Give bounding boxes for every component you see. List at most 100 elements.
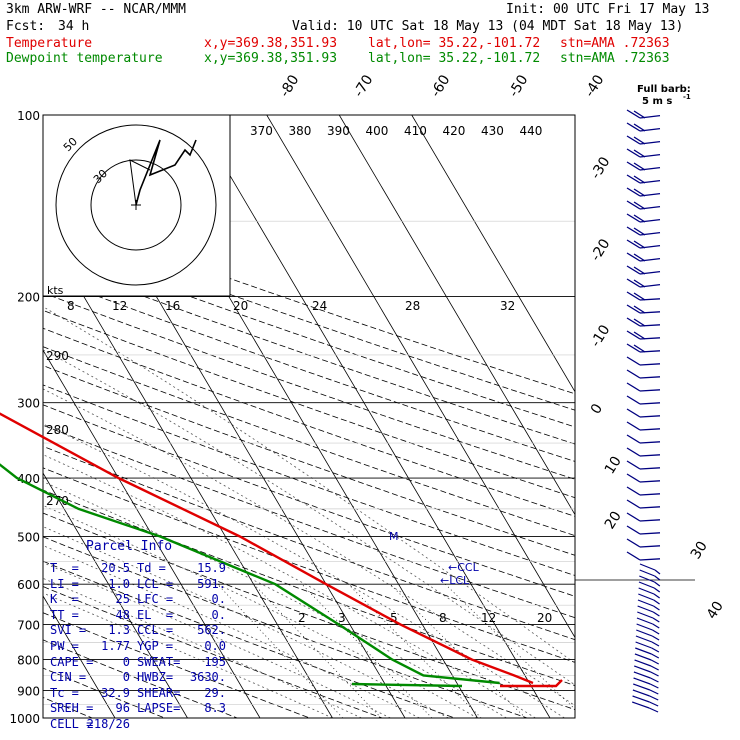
wind-barb (639, 311, 661, 314)
wind-barb (633, 292, 646, 301)
wind-barb (626, 304, 641, 314)
wind-barb (639, 563, 656, 571)
pressure-tick-label: 1000 (9, 712, 40, 726)
pressure-tick-label: 700 (17, 619, 40, 633)
wind-barb (626, 317, 641, 327)
wind-barb (635, 641, 652, 649)
wind-barb (639, 506, 661, 509)
parcel-label: PW = (50, 639, 79, 653)
wind-barb (648, 707, 659, 713)
parcel-value: 1.0 (108, 576, 130, 591)
wind-barb (626, 343, 641, 353)
parcel-value: 0 (122, 654, 130, 669)
wind-barb (626, 135, 641, 145)
isotherm-label: -20 (588, 236, 614, 264)
parcel-label: YGP = (137, 639, 174, 653)
wind-barb (626, 265, 641, 275)
isotherm-label: 40 (704, 599, 727, 623)
hodograph-units: kts (47, 284, 64, 297)
parcel-value: 0 (122, 670, 130, 685)
parcel-value: 3630. (189, 670, 226, 685)
wind-barb (649, 695, 659, 701)
parcel-label: LI = (50, 576, 79, 591)
isotherm-label: -40 (582, 72, 608, 100)
wind-barb (626, 356, 641, 366)
wind-barb (639, 363, 661, 366)
isotherm (43, 226, 333, 718)
wind-barb (637, 611, 654, 619)
hodograph-trace (135, 139, 197, 206)
theta-label: 280 (46, 423, 69, 437)
wind-barb (638, 581, 655, 589)
wind-barb (636, 617, 653, 625)
theta-label: 400 (366, 124, 389, 138)
wind-barb (626, 512, 641, 522)
mixing-ratio-label: 20 (537, 611, 552, 625)
pressure-tick-label: 200 (17, 291, 40, 305)
parcel-label: T = (50, 561, 79, 575)
temperature-profile (0, 412, 534, 685)
parcel-label: TT = (50, 607, 79, 622)
hodograph-axis-label: 8 (67, 299, 75, 313)
isotherm-label: -80 (277, 72, 303, 100)
moist-adiabat (43, 388, 575, 707)
pressure-tick-label: 300 (17, 397, 40, 411)
wind-barb (650, 659, 660, 665)
hodograph-axis-label: 16 (165, 299, 180, 313)
wind-barb (626, 525, 641, 535)
wind-barb (638, 593, 654, 601)
hodograph-ring (90, 159, 182, 251)
wind-barb (651, 653, 660, 659)
parcel-value: 20.5 (101, 561, 130, 575)
full-barb-label: Full barb: (637, 84, 691, 95)
parcel-label: SVI = (50, 623, 87, 638)
wind-barb (639, 350, 661, 353)
wind-barb (626, 122, 641, 132)
parcel-value: 562. (197, 623, 226, 638)
fcst-label: Fcst: (6, 19, 46, 34)
pressure-tick-label: 100 (17, 109, 40, 123)
wind-barb (633, 175, 646, 184)
wind-barb (650, 665, 659, 671)
hodograph-axis-label: 32 (500, 299, 515, 313)
wind-barb (635, 647, 652, 655)
diagram-extension (574, 540, 695, 581)
wind-barb (639, 558, 661, 561)
parcel-value: 15.9 (197, 561, 226, 575)
dewpoint-latlon: lat,lon= 35.22,-101.72 (368, 51, 541, 66)
mixing-ratio-label: 3 (338, 611, 346, 625)
isotherm (411, 115, 575, 393)
pressure-tick-label: 900 (17, 684, 40, 698)
wind-barb (626, 226, 641, 236)
theta-label: 390 (327, 124, 350, 138)
hodograph-axis-label: 28 (405, 299, 420, 313)
wind-barb (639, 376, 661, 379)
isotherm (43, 595, 116, 718)
wind-barb (626, 486, 641, 496)
wind-barb (639, 519, 661, 522)
parcel-label: CELL = (50, 717, 94, 731)
wind-barb (626, 291, 641, 301)
wind-barb (633, 677, 651, 685)
hodograph-axis-label: 24 (312, 299, 327, 313)
wind-barb (626, 161, 641, 171)
wind-barb (626, 109, 641, 119)
parcel-value: 0. (211, 607, 226, 622)
theta-label: 440 (520, 124, 543, 138)
parcel-value: 1.3 (108, 623, 130, 638)
wind-barb (633, 214, 646, 223)
wind-barb (634, 665, 651, 673)
temperature-station: stn=AMA .72363 (560, 36, 670, 51)
parcel-label: LCL = (137, 576, 174, 591)
wind-barb (649, 689, 659, 695)
wind-barb (632, 695, 650, 703)
wind-barb (639, 324, 661, 327)
wind-barb (626, 174, 641, 184)
wind-barb (626, 369, 641, 379)
wind-barb (634, 659, 652, 667)
wind-barb (639, 569, 655, 577)
wind-barb (626, 434, 641, 444)
wind-barb (626, 499, 641, 509)
parcel-value: 591. (197, 576, 226, 591)
parcel-label: K = (50, 592, 79, 607)
